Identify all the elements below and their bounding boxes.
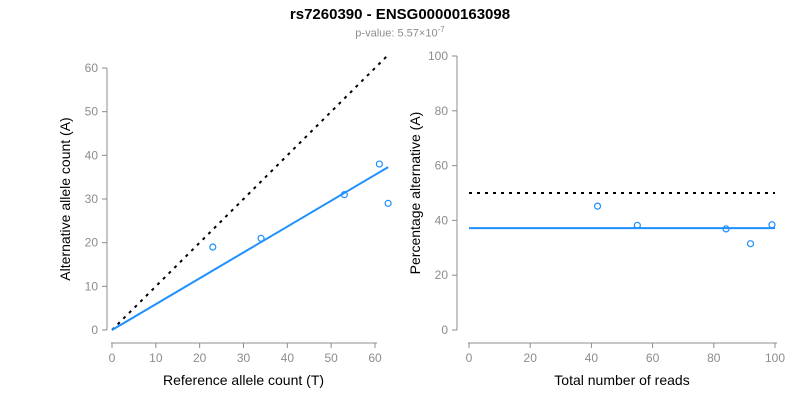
y-tick-label: 80 (435, 104, 449, 118)
data-point (340, 191, 348, 199)
data-point (257, 234, 265, 242)
y-tick-label: 20 (435, 268, 449, 282)
figure-subtitle: p-value: 5.57×10-7 (0, 25, 800, 40)
x-axis-title: Reference allele count (T) (163, 372, 324, 388)
x-tick-label: 20 (524, 351, 538, 365)
y-tick-label: 40 (435, 213, 449, 227)
pvalue-text: p-value: 5.57×10 (355, 27, 438, 40)
y-tick-label: 10 (85, 279, 99, 293)
allele-count-scatter-plot: 0 10 20 30 40 50 60 0 10 20 30 40 50 60 Reference alle… (57, 54, 392, 388)
data-point (375, 160, 383, 168)
percentage-scatter-plot: 0 20 40 60 80 100 0 20 40 60 80 100 Total number of … (407, 49, 785, 388)
x-tick-label: 20 (193, 351, 207, 365)
x-tick-label: 0 (466, 351, 473, 365)
identity-line (111, 54, 389, 331)
data-point (746, 240, 755, 248)
data-point (633, 221, 641, 229)
y-tick-label: 50 (85, 105, 99, 119)
y-tick-label: 30 (85, 192, 99, 206)
y-tick-label: 0 (441, 323, 448, 337)
x-tick-label: 0 (109, 351, 116, 365)
x-tick-label: 60 (368, 351, 382, 365)
x-tick-label: 30 (237, 351, 251, 365)
x-tick-label: 40 (585, 351, 599, 365)
y-tick-label: 40 (85, 148, 99, 162)
y-tick-label: 60 (85, 61, 99, 75)
x-tick-label: 10 (149, 351, 163, 365)
x-tick-label: 80 (707, 351, 721, 365)
data-point (722, 225, 730, 233)
data-point (384, 199, 392, 207)
x-tick-label: 40 (281, 351, 295, 365)
y-tick-label: 0 (91, 323, 98, 337)
y-tick-label: 20 (85, 236, 99, 250)
x-tick-label: 100 (765, 351, 785, 365)
data-point (768, 221, 776, 229)
y-tick-label: 60 (435, 159, 449, 173)
y-tick-label: 100 (428, 49, 448, 63)
data-point (593, 202, 602, 210)
pvalue-exponent: -7 (437, 25, 445, 34)
y-axis-title: Percentage alternative (A) (407, 112, 423, 275)
x-tick-label: 60 (646, 351, 660, 365)
figure-title: rs7260390 - ENSG00000163098 (289, 6, 511, 23)
fit-line (111, 166, 389, 331)
x-axis-title: Total number of reads (554, 372, 689, 388)
data-point (209, 243, 217, 251)
x-tick-label: 50 (324, 351, 338, 365)
y-axis-title: Alternative allele count (A) (57, 117, 73, 280)
